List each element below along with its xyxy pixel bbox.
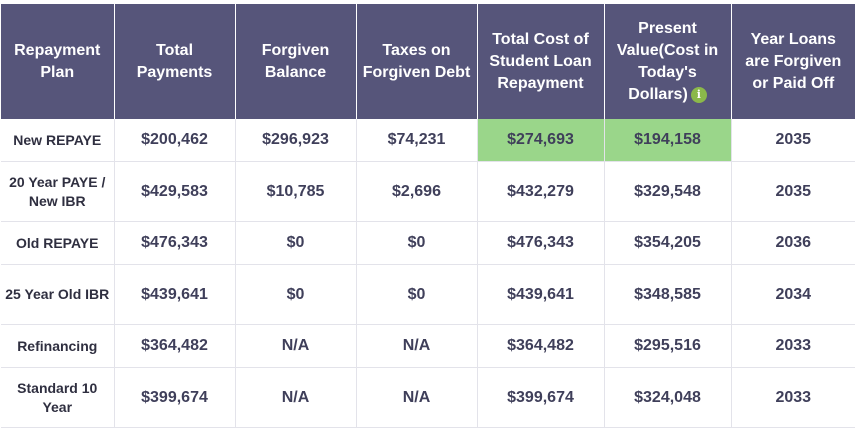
table-row: Old REPAYE $476,343 $0 $0 $476,343 $354,… bbox=[1, 221, 855, 265]
cell-plan: Old REPAYE bbox=[1, 221, 115, 265]
cell-year: 2033 bbox=[731, 367, 855, 428]
cell-taxes: N/A bbox=[356, 367, 478, 428]
cell-total-payments: $364,482 bbox=[114, 324, 236, 368]
cell-year: 2035 bbox=[731, 119, 855, 162]
cell-present-value: $354,205 bbox=[604, 221, 732, 265]
cell-present-value-highlighted: $194,158 bbox=[604, 119, 732, 162]
header-forgiven-balance: Forgiven Balance bbox=[235, 4, 357, 119]
cell-forgiven-balance: N/A bbox=[235, 367, 357, 428]
cell-total-cost: $439,641 bbox=[477, 264, 605, 325]
table-row: Standard 10 Year $399,674 N/A N/A $399,6… bbox=[1, 367, 855, 428]
cell-total-payments: $429,583 bbox=[114, 161, 236, 222]
cell-plan: 25 Year Old IBR bbox=[1, 264, 115, 325]
cell-present-value: $348,585 bbox=[604, 264, 732, 325]
header-taxes: Taxes on Forgiven Debt bbox=[356, 4, 478, 119]
cell-plan: Standard 10 Year bbox=[1, 367, 115, 428]
table-row: 20 Year PAYE / New IBR $429,583 $10,785 … bbox=[1, 161, 855, 222]
cell-total-cost: $476,343 bbox=[477, 221, 605, 265]
header-total-cost: Total Cost of Student Loan Repayment bbox=[477, 4, 605, 119]
cell-total-cost-highlighted: $274,693 bbox=[477, 119, 605, 162]
cell-total-cost: $364,482 bbox=[477, 324, 605, 368]
table-row: New REPAYE $200,462 $296,923 $74,231 $27… bbox=[1, 119, 855, 162]
cell-present-value: $329,548 bbox=[604, 161, 732, 222]
table-row: 25 Year Old IBR $439,641 $0 $0 $439,641 … bbox=[1, 264, 855, 325]
header-present-value-label: Present Value(Cost in Today's Dollars) bbox=[616, 19, 719, 103]
cell-total-payments: $200,462 bbox=[114, 119, 236, 162]
cell-taxes: $2,696 bbox=[356, 161, 478, 222]
cell-plan: New REPAYE bbox=[1, 119, 115, 162]
cell-total-cost: $432,279 bbox=[477, 161, 605, 222]
cell-year: 2033 bbox=[731, 324, 855, 368]
cell-taxes: $0 bbox=[356, 264, 478, 325]
cell-present-value: $324,048 bbox=[604, 367, 732, 428]
loan-comparison-table: Repayment Plan Total Payments Forgiven B… bbox=[1, 4, 855, 428]
cell-present-value: $295,516 bbox=[604, 324, 732, 368]
cell-total-payments: $476,343 bbox=[114, 221, 236, 265]
cell-taxes: $0 bbox=[356, 221, 478, 265]
cell-taxes: $74,231 bbox=[356, 119, 478, 162]
header-row: Repayment Plan Total Payments Forgiven B… bbox=[1, 4, 855, 119]
info-icon[interactable]: i bbox=[690, 86, 707, 103]
table-header: Repayment Plan Total Payments Forgiven B… bbox=[1, 4, 855, 119]
cell-total-payments: $399,674 bbox=[114, 367, 236, 428]
table-body: New REPAYE $200,462 $296,923 $74,231 $27… bbox=[1, 119, 855, 428]
cell-total-cost: $399,674 bbox=[477, 367, 605, 428]
cell-forgiven-balance: $0 bbox=[235, 221, 357, 265]
cell-year: 2034 bbox=[731, 264, 855, 325]
header-present-value: Present Value(Cost in Today's Dollars) i bbox=[604, 4, 732, 119]
cell-year: 2036 bbox=[731, 221, 855, 265]
header-total-payments: Total Payments bbox=[114, 4, 236, 119]
header-year: Year Loans are Forgiven or Paid Off bbox=[731, 4, 855, 119]
cell-plan: Refinancing bbox=[1, 324, 115, 368]
cell-year: 2035 bbox=[731, 161, 855, 222]
cell-forgiven-balance: $10,785 bbox=[235, 161, 357, 222]
cell-taxes: N/A bbox=[356, 324, 478, 368]
cell-forgiven-balance: $296,923 bbox=[235, 119, 357, 162]
cell-plan: 20 Year PAYE / New IBR bbox=[1, 161, 115, 222]
cell-forgiven-balance: $0 bbox=[235, 264, 357, 325]
header-repayment-plan: Repayment Plan bbox=[1, 4, 115, 119]
cell-total-payments: $439,641 bbox=[114, 264, 236, 325]
table-row: Refinancing $364,482 N/A N/A $364,482 $2… bbox=[1, 324, 855, 368]
cell-forgiven-balance: N/A bbox=[235, 324, 357, 368]
